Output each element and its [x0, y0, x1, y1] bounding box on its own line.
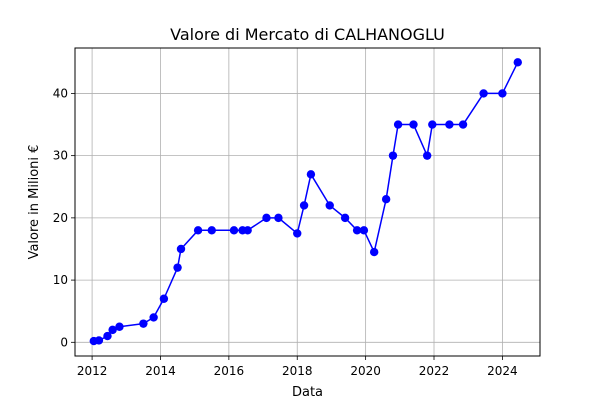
data-point	[381, 195, 391, 204]
y-tick-label: 10	[53, 273, 68, 287]
data-point	[409, 120, 418, 129]
data-point	[149, 313, 158, 322]
y-tick-label: 30	[53, 149, 68, 163]
data-point	[229, 226, 239, 235]
grid-layer	[75, 48, 540, 356]
x-tick-label: 2022	[419, 364, 450, 378]
data-point	[388, 151, 398, 160]
data-point	[293, 229, 302, 238]
data-point	[207, 226, 216, 235]
data-point	[108, 325, 117, 335]
x-tick-label: 2012	[77, 364, 108, 378]
data-point	[274, 213, 283, 223]
x-tick-label: 2014	[145, 364, 176, 378]
y-tick-label: 40	[53, 86, 68, 100]
data-point	[479, 89, 488, 98]
tick-layer: 2012 2014 2016 2018 2020 2022 2024 0 10 20 30 40	[53, 86, 518, 378]
x-tick-label: 2016	[214, 364, 245, 378]
data-point	[513, 58, 522, 67]
x-tick-label: 2020	[350, 364, 381, 378]
x-tick-label: 2024	[487, 364, 518, 378]
data-point	[173, 263, 182, 272]
data-point	[193, 226, 203, 235]
data-point	[103, 331, 112, 341]
y-tick-label: 0	[60, 335, 68, 349]
y-axis-label: Valore in Milioni €	[27, 145, 42, 260]
data-point	[369, 247, 379, 257]
data-point	[445, 120, 454, 129]
chart-title: Valore di Mercato di CALHANOGLU	[170, 25, 445, 44]
data-point	[498, 89, 507, 98]
data-point	[94, 336, 104, 345]
data-point	[262, 213, 271, 223]
data-point	[325, 201, 334, 210]
data-point	[299, 201, 309, 210]
data-point	[422, 151, 432, 160]
data-point	[159, 294, 169, 303]
plot-frame	[74, 47, 541, 357]
data-point	[352, 226, 362, 235]
series-layer	[89, 58, 522, 346]
data-point	[243, 226, 252, 235]
x-tick-label: 2018	[282, 364, 313, 378]
data-point	[139, 319, 148, 328]
x-axis-label: Data	[292, 385, 323, 400]
data-point	[428, 120, 437, 129]
y-tick-label: 20	[53, 211, 68, 225]
data-point	[458, 120, 468, 129]
data-point	[393, 120, 403, 129]
data-point	[340, 213, 350, 223]
data-point	[359, 226, 369, 235]
data-point	[306, 170, 316, 179]
data-point	[115, 322, 124, 331]
data-point	[176, 244, 186, 254]
